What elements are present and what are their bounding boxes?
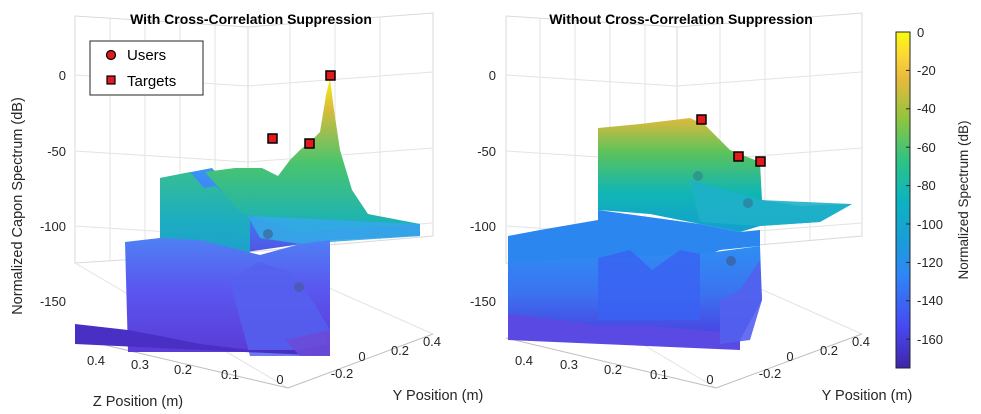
z-tick: -150 — [40, 294, 66, 309]
colorbar-tick: -80 — [917, 178, 936, 193]
x-axis-label: Z Position (m) — [93, 394, 183, 410]
user-marker — [294, 282, 304, 292]
target-marker — [696, 114, 707, 125]
y-tick: 0.4 — [852, 334, 870, 349]
x-tick: 0.3 — [131, 357, 149, 372]
z-axis-ticks: 0 -50 -100 -150 — [40, 68, 66, 309]
legend-targets-icon — [106, 75, 116, 85]
z-axis-label: Normalized Capon Spectrum (dB) — [10, 97, 26, 315]
y-axis-label: Y Position (m) — [393, 388, 484, 404]
spectrum-surface — [508, 118, 852, 350]
colorbar-tick: -120 — [917, 255, 943, 270]
target-marker — [267, 133, 278, 144]
colorbar-tick: -60 — [917, 140, 936, 155]
x-tick: 0.4 — [87, 353, 105, 368]
spectrum-surface — [75, 78, 420, 356]
x-tick: 0.4 — [515, 353, 533, 368]
z-axis-ticks: 0 -50 -100 -150 — [470, 68, 496, 309]
x-tick: 0.3 — [560, 357, 578, 372]
colorbar: 0 -20 -40 -60 -80 -100 -120 -140 -160 No… — [895, 25, 971, 369]
colorbar-tick: 0 — [917, 25, 924, 40]
legend: Users Targets — [89, 40, 204, 96]
y-tick: 0.2 — [391, 343, 409, 358]
legend-users-icon — [105, 49, 117, 61]
user-marker — [743, 198, 753, 208]
user-marker — [263, 229, 273, 239]
colorbar-tick: -100 — [917, 217, 943, 232]
x-tick: 0.1 — [221, 367, 239, 382]
panel-title: Without Cross-Correlation Suppression — [549, 11, 813, 27]
target-marker — [304, 138, 315, 149]
panel-with-suppression: 0 -50 -100 -150 0.4 0.3 0.2 0.1 0 -0.2 0… — [10, 11, 483, 410]
x-axis-ticks: 0.4 0.3 0.2 0.1 0 — [515, 353, 714, 387]
z-tick: 0 — [59, 68, 66, 83]
z-tick: -100 — [40, 219, 66, 234]
z-tick: -100 — [470, 219, 496, 234]
floor-edge — [74, 333, 434, 389]
x-tick: 0 — [276, 372, 283, 387]
colorbar-tick: -140 — [917, 293, 943, 308]
colorbar-label: Normalized Spectrum (dB) — [956, 120, 971, 279]
target-marker — [733, 151, 744, 162]
y-tick: -0.2 — [331, 366, 353, 381]
y-tick: 0 — [786, 349, 793, 364]
y-axis-label: Y Position (m) — [822, 388, 913, 404]
colorbar-scale — [895, 31, 911, 369]
user-marker — [693, 171, 703, 181]
x-tick: 0 — [706, 372, 713, 387]
floor-edge — [505, 333, 863, 389]
colorbar-tick: -20 — [917, 63, 936, 78]
x-tick: 0.1 — [650, 367, 668, 382]
x-axis-ticks: 0.4 0.3 0.2 0.1 0 — [87, 353, 284, 387]
y-tick: 0.2 — [820, 343, 838, 358]
target-marker — [325, 70, 336, 81]
colorbar-tick: -40 — [917, 101, 936, 116]
legend-users-label: Users — [127, 47, 166, 64]
y-tick: -0.2 — [759, 366, 781, 381]
target-marker — [755, 156, 766, 167]
y-axis-ticks: -0.2 0 0.2 0.4 — [331, 334, 441, 381]
y-tick: 0.4 — [423, 334, 441, 349]
x-tick: 0.2 — [174, 362, 192, 377]
z-tick: -50 — [477, 144, 496, 159]
legend-targets-label: Targets — [127, 73, 176, 90]
z-tick: -50 — [47, 144, 66, 159]
legend-box — [89, 40, 204, 96]
z-tick: 0 — [489, 68, 496, 83]
panel-title: With Cross-Correlation Suppression — [130, 11, 372, 27]
z-tick: -150 — [470, 294, 496, 309]
colorbar-tick: -160 — [917, 332, 943, 347]
y-axis-ticks: -0.2 0 0.2 0.4 — [759, 334, 870, 381]
x-tick: 0.2 — [604, 362, 622, 377]
panel-without-suppression: 0 -50 -100 -150 0.4 0.3 0.2 0.1 0 -0.2 0… — [470, 11, 912, 404]
y-tick: 0 — [358, 349, 365, 364]
user-marker — [726, 256, 736, 266]
